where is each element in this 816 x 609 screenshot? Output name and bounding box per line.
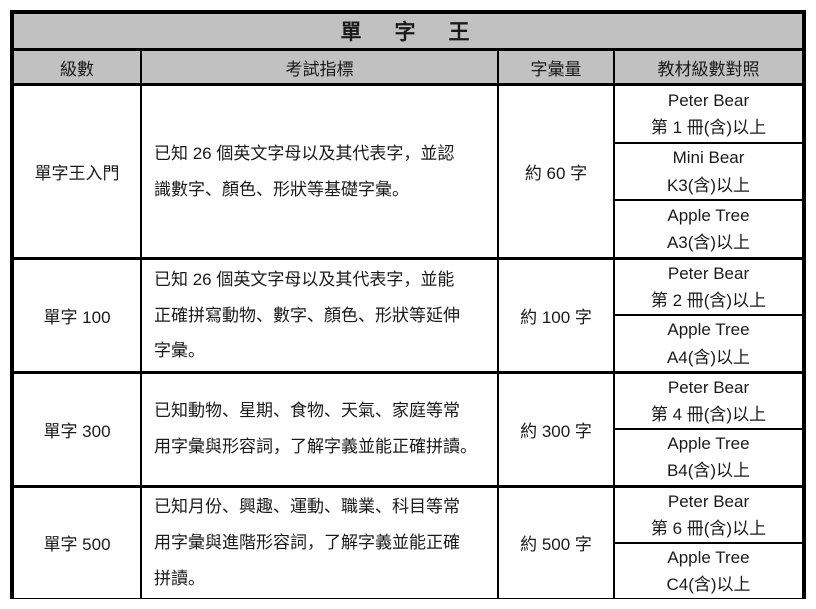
vocab-cell: 約 500 字 [497, 487, 613, 599]
level-cell: 單字 100 [43, 307, 111, 327]
level-cell: 單字 300 [43, 421, 111, 441]
material-grade: 第 4 冊(含)以上 [650, 404, 767, 424]
material-grade: A4(含)以上 [666, 347, 751, 367]
materials-cell: Peter Bear 第 6 冊(含)以上 Apple Tree C4(含)以上 [613, 487, 802, 599]
materials-cell: Peter Bear 第 1 冊(含)以上 Mini Bear K3(含)以上 … [613, 86, 802, 257]
material-entry: Apple Tree A4(含)以上 [615, 314, 802, 370]
table-row: 單字 100 已知 26 個英文字母以及其代表字，並能 正確拼寫動物、數字、顏色… [14, 257, 802, 371]
table-row: 單字 300 已知動物、星期、食物、天氣、家庭等常 用字彙與形容詞，了解字義並能… [14, 370, 802, 485]
vocab-cell: 約 60 字 [497, 86, 613, 257]
indicator-cell: 已知 26 個英文字母以及其代表字，並認 識數字、顏色、形狀等基礎字彙。 [140, 86, 497, 257]
table-title: 單 字 王 [14, 14, 802, 51]
column-header-materials: 教材級數對照 [613, 51, 802, 83]
material-grade: 第 2 冊(含)以上 [650, 291, 767, 311]
table-header-row: 級數 考試指標 字彙量 教材級數對照 [14, 51, 802, 86]
material-name: Peter Bear [667, 377, 750, 397]
material-name: Apple Tree [667, 547, 750, 567]
material-entry: Mini Bear K3(含)以上 [615, 141, 802, 200]
material-grade: 第 1 冊(含)以上 [650, 117, 767, 137]
vocab-cell: 約 300 字 [497, 373, 613, 485]
indicator-cell: 已知月份、興趣、運動、職業、科目等常 用字彙與進階形容詞，了解字義並能正確 拼讀… [140, 487, 497, 599]
table-row: 單字 500 已知月份、興趣、運動、職業、科目等常 用字彙與進階形容詞，了解字義… [14, 484, 802, 599]
material-entry: Peter Bear 第 6 冊(含)以上 [615, 488, 802, 542]
material-grade: B4(含)以上 [666, 461, 751, 481]
material-grade: 第 6 冊(含)以上 [650, 518, 767, 538]
material-name: Peter Bear [667, 264, 750, 283]
material-entry: Apple Tree B4(含)以上 [615, 428, 802, 484]
level-cell: 單字王入門 [34, 164, 120, 183]
material-entry: Apple Tree A3(含)以上 [615, 199, 802, 257]
column-header-vocab: 字彙量 [497, 51, 613, 83]
material-name: Apple Tree [667, 434, 750, 454]
vocab-cell: 約 100 字 [497, 260, 613, 371]
column-header-level: 級數 [60, 59, 94, 79]
word-king-level-table: 單 字 王 級數 考試指標 字彙量 教材級數對照 單字王入門 已知 26 個英文… [10, 10, 806, 599]
material-grade: C4(含)以上 [666, 575, 751, 595]
material-entry: Peter Bear 第 1 冊(含)以上 [615, 86, 802, 142]
materials-cell: Peter Bear 第 2 冊(含)以上 Apple Tree A4(含)以上 [613, 260, 802, 371]
materials-cell: Peter Bear 第 4 冊(含)以上 Apple Tree B4(含)以上 [613, 373, 802, 485]
indicator-cell: 已知 26 個英文字母以及其代表字，並能 正確拼寫動物、數字、顏色、形狀等延伸 … [140, 260, 497, 371]
material-name: Peter Bear [667, 491, 750, 511]
material-name: Apple Tree [667, 320, 750, 340]
material-name: Mini Bear [672, 148, 745, 168]
column-header-indicator: 考試指標 [140, 51, 497, 83]
material-grade: K3(含)以上 [666, 175, 751, 195]
material-name: Apple Tree [667, 205, 750, 225]
material-grade: A3(含)以上 [666, 233, 751, 253]
material-entry: Apple Tree C4(含)以上 [615, 541, 802, 598]
level-cell: 單字 500 [43, 535, 111, 555]
material-name: Peter Bear [667, 90, 750, 110]
table-row: 單字王入門 已知 26 個英文字母以及其代表字，並認 識數字、顏色、形狀等基礎字… [14, 86, 802, 257]
indicator-cell: 已知動物、星期、食物、天氣、家庭等常 用字彙與形容詞，了解字義並能正確拼讀。 [140, 373, 497, 485]
material-entry: Peter Bear 第 4 冊(含)以上 [615, 374, 802, 428]
material-entry: Peter Bear 第 2 冊(含)以上 [615, 260, 802, 314]
